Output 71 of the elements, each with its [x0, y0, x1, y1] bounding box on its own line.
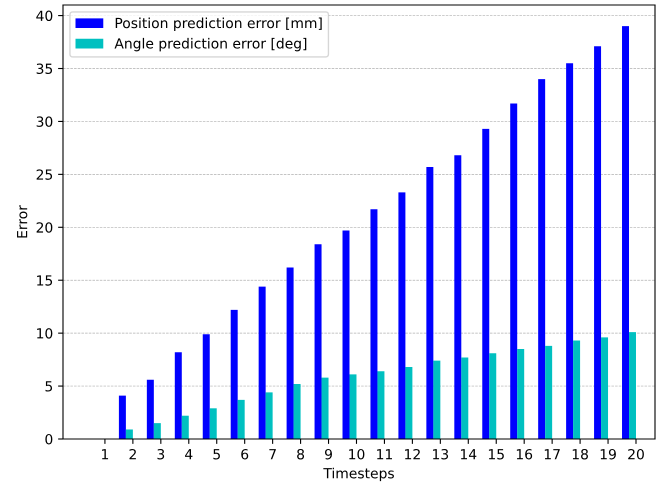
bar [238, 400, 245, 439]
bar [294, 384, 301, 439]
bar [601, 337, 608, 439]
x-tick-label: 3 [157, 448, 164, 460]
bar [210, 408, 217, 439]
bar [629, 332, 636, 439]
y-tick-label: 15 [37, 275, 52, 286]
bar [566, 63, 574, 439]
legend-label: Angle prediction error [deg] [114, 38, 306, 52]
bar [322, 378, 329, 439]
y-tick-label: 5 [46, 381, 52, 392]
bar [433, 360, 440, 439]
x-axis-title: Timesteps [323, 468, 394, 482]
x-tick-label: 12 [405, 448, 420, 460]
bar [461, 357, 468, 439]
legend-label: Position prediction error [mm] [116, 18, 322, 31]
bar [510, 103, 518, 439]
x-tick-label: 9 [324, 448, 332, 460]
y-tick-label: 40 [36, 10, 52, 22]
bar [258, 286, 266, 439]
x-tick-label: 20 [628, 448, 644, 460]
bar [573, 340, 580, 439]
x-tick-label: 8 [297, 448, 304, 460]
bar [377, 371, 384, 439]
x-tick-label: 4 [185, 449, 192, 460]
x-tick-label: 17 [544, 449, 560, 460]
bar [174, 352, 182, 439]
y-tick-label: 25 [36, 169, 52, 180]
bar [342, 230, 350, 439]
bar [182, 416, 189, 439]
x-tick-label: 5 [213, 449, 220, 460]
bar [126, 429, 133, 439]
y-tick-label: 10 [37, 328, 52, 339]
x-tick-label: 7 [269, 449, 276, 460]
x-tick-label: 18 [572, 448, 588, 460]
bar [622, 26, 630, 439]
y-tick-label: 35 [36, 63, 52, 74]
bar [454, 155, 462, 439]
x-tick-label: 10 [349, 448, 364, 460]
bar [266, 392, 273, 439]
y-tick-label: 0 [45, 434, 52, 444]
bar [349, 374, 356, 439]
y-axis-title: Error [17, 205, 28, 238]
bar [286, 268, 294, 439]
x-tick-label: 2 [129, 448, 136, 460]
bar [202, 334, 210, 439]
bar [398, 192, 406, 439]
x-tick-label: 16 [516, 448, 532, 460]
y-tick-label: 20 [36, 222, 52, 233]
bar [594, 46, 602, 439]
bar [230, 310, 238, 439]
x-tick-label: 1 [102, 449, 108, 460]
bar [118, 396, 126, 439]
x-tick-label: 15 [488, 449, 504, 460]
bar [489, 353, 496, 439]
x-tick-label: 13 [433, 448, 448, 460]
bar [517, 349, 524, 439]
x-tick-label: 11 [377, 449, 392, 460]
bar [405, 367, 412, 439]
x-tick-label: 6 [241, 448, 248, 460]
x-tick-label: 19 [600, 448, 616, 460]
y-tick-label: 30 [36, 116, 52, 127]
bar [146, 380, 154, 439]
bar [482, 128, 490, 439]
bar [314, 244, 322, 439]
bar [426, 166, 434, 439]
bar [370, 209, 378, 439]
bar [154, 423, 161, 439]
bar [545, 346, 552, 439]
x-tick-label: 14 [460, 449, 476, 460]
bar [538, 79, 546, 439]
